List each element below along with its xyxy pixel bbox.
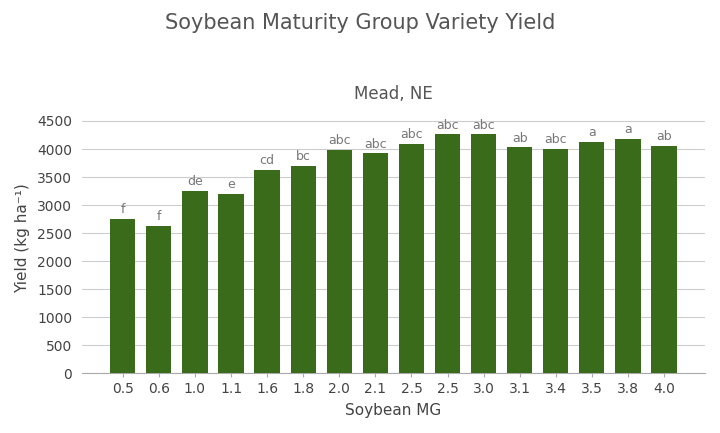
Text: abc: abc bbox=[472, 119, 495, 132]
X-axis label: Soybean MG: Soybean MG bbox=[346, 403, 441, 418]
Bar bbox=[435, 134, 460, 373]
Text: abc: abc bbox=[364, 138, 387, 151]
Bar bbox=[471, 134, 496, 373]
Bar bbox=[327, 150, 352, 373]
Bar bbox=[616, 139, 641, 373]
Text: a: a bbox=[624, 123, 632, 136]
Y-axis label: Yield (kg ha⁻¹): Yield (kg ha⁻¹) bbox=[15, 184, 30, 294]
Text: f: f bbox=[156, 210, 161, 223]
Text: Soybean Maturity Group Variety Yield: Soybean Maturity Group Variety Yield bbox=[165, 13, 555, 33]
Text: abc: abc bbox=[400, 128, 423, 141]
Bar bbox=[254, 170, 280, 373]
Text: ab: ab bbox=[512, 132, 528, 145]
Bar bbox=[110, 219, 135, 373]
Bar bbox=[507, 147, 532, 373]
Bar bbox=[182, 191, 207, 373]
Text: bc: bc bbox=[296, 150, 310, 163]
Bar bbox=[579, 142, 605, 373]
Text: abc: abc bbox=[544, 133, 567, 146]
Bar bbox=[399, 144, 424, 373]
Text: abc: abc bbox=[436, 119, 459, 132]
Text: a: a bbox=[588, 126, 595, 139]
Text: de: de bbox=[187, 175, 203, 188]
Bar bbox=[652, 145, 677, 373]
Text: abc: abc bbox=[328, 134, 351, 147]
Bar bbox=[363, 153, 388, 373]
Text: ab: ab bbox=[656, 130, 672, 143]
Bar bbox=[218, 194, 243, 373]
Bar bbox=[291, 166, 316, 373]
Text: f: f bbox=[120, 203, 125, 216]
Bar bbox=[146, 226, 171, 373]
Text: e: e bbox=[227, 178, 235, 191]
Text: cd: cd bbox=[260, 155, 274, 168]
Bar bbox=[543, 149, 568, 373]
Title: Mead, NE: Mead, NE bbox=[354, 84, 433, 103]
